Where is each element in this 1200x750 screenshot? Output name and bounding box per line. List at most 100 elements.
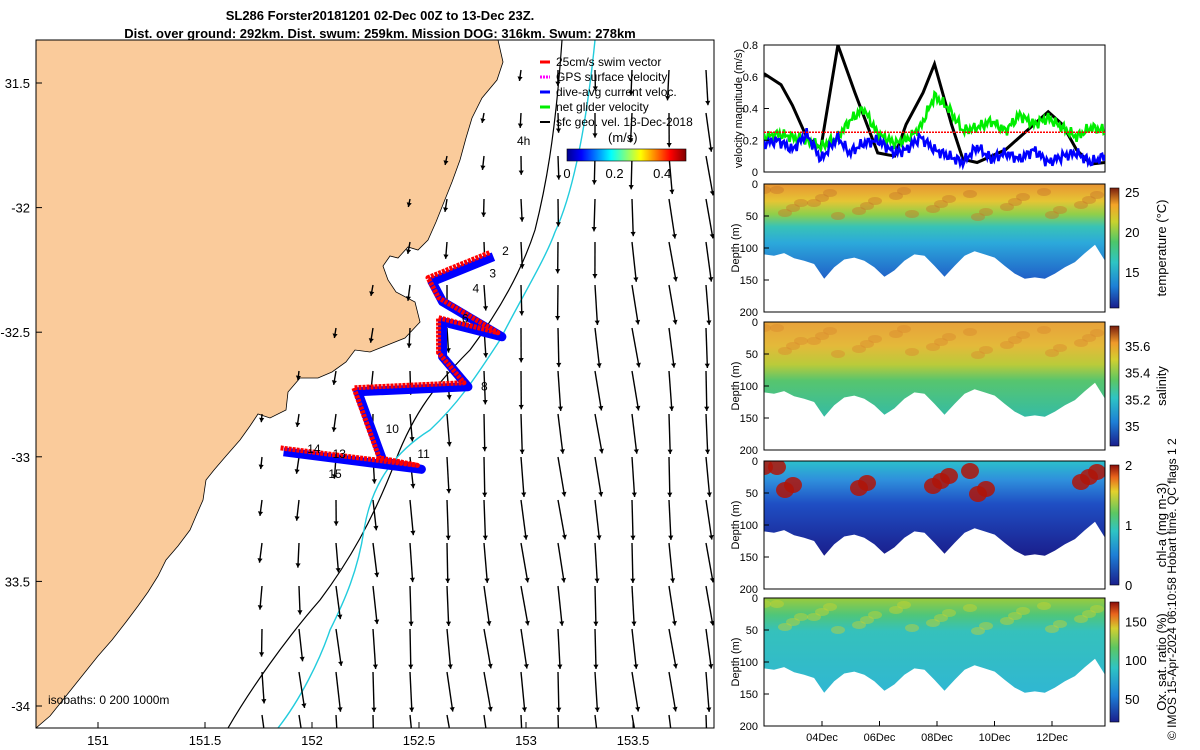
current-vector-head	[706, 492, 712, 497]
current-vector	[705, 413, 709, 454]
current-vector	[520, 628, 528, 669]
section-patch	[852, 207, 866, 215]
section-patch	[971, 351, 985, 359]
current-vector	[520, 413, 523, 455]
current-vector	[335, 542, 340, 573]
isobath-200m	[227, 40, 563, 728]
track-label-10: 10	[386, 422, 400, 436]
current-vector	[705, 69, 709, 106]
vel-ytick-label: 0.4	[743, 104, 758, 116]
current-vector	[594, 585, 597, 627]
current-vector-head	[487, 706, 493, 712]
current-vector-head	[372, 664, 378, 669]
section-cbar-tick: 50	[1125, 692, 1139, 707]
current-vector-head	[672, 319, 678, 325]
current-vector	[705, 284, 710, 325]
current-vector-head	[338, 661, 344, 666]
current-vector-head	[368, 338, 374, 343]
section-patch	[1082, 196, 1096, 204]
current-vector-head	[706, 320, 712, 325]
current-vector-head	[446, 488, 452, 494]
section-patch	[868, 335, 882, 343]
section-patch	[807, 199, 821, 207]
section-patch	[786, 342, 800, 350]
section-patch	[831, 212, 845, 220]
section-fill	[764, 461, 1105, 556]
section-cbar-tick: 20	[1125, 225, 1139, 240]
section-patch	[786, 204, 800, 212]
current-vector-head	[665, 95, 671, 101]
section-patch	[794, 199, 808, 207]
current-vector-head	[598, 491, 604, 497]
section-ytick-label: 100	[740, 243, 758, 255]
current-vector-head	[257, 605, 263, 610]
section-ytick-label: 0	[752, 593, 758, 605]
current-vector-head	[706, 707, 712, 712]
current-vector-head	[555, 128, 562, 133]
section-patch	[868, 197, 882, 205]
current-vector	[372, 628, 377, 669]
current-vector	[668, 155, 673, 195]
current-vector-head	[672, 276, 678, 282]
section-patch	[1016, 331, 1030, 339]
track-label-2: 2	[502, 244, 509, 258]
section-cbar-tick: 150	[1125, 614, 1147, 629]
section-patch	[1074, 615, 1088, 623]
current-vector-head	[635, 362, 641, 368]
section-patch	[860, 202, 874, 210]
current-vector	[668, 327, 675, 368]
current-vector-head	[482, 399, 488, 405]
section-panel-1: 0 50 100 150 200 Depth (m) 15 20 25 temperature (…	[730, 179, 1169, 319]
section-patch	[786, 618, 800, 626]
current-vector	[631, 327, 640, 368]
current-vector	[594, 714, 598, 728]
current-vector-head	[295, 563, 301, 568]
current-vector-head	[561, 491, 567, 497]
current-vector-head	[592, 273, 598, 279]
legend-label: GPS surface velocity	[556, 70, 667, 84]
section-cbar-label: Ox. sat. ratio (%)	[1154, 613, 1169, 711]
section-panel-4: 0 50 100 150 200 Depth (m) 50 100 150 Ox. sat. ra…	[730, 593, 1169, 744]
section-patch	[934, 614, 948, 622]
current-vector-head	[518, 404, 524, 410]
current-vector-head	[628, 184, 634, 190]
current-vector-head	[630, 231, 636, 237]
current-vector	[631, 413, 638, 454]
section-data	[764, 461, 1105, 556]
current-vector	[705, 370, 708, 412]
section-cbar-tick: 100	[1125, 653, 1147, 668]
section-xtick-label: 10Dec	[979, 732, 1011, 744]
current-vector-head	[709, 577, 714, 583]
section-ytick-label: 0	[752, 456, 758, 468]
section-cbar-tick: 1	[1125, 518, 1132, 533]
current-vector	[372, 714, 374, 728]
current-vector	[298, 714, 302, 728]
vel-ytick-label: 0.8	[743, 40, 758, 52]
current-vector	[668, 671, 677, 712]
legend-label: dive-avg current veloc.	[556, 85, 677, 99]
current-vector-head	[259, 652, 265, 657]
section-patch	[926, 619, 940, 627]
section-patch	[860, 340, 874, 348]
current-vector-head	[555, 81, 561, 86]
current-vector-head	[669, 189, 675, 195]
current-vector	[409, 542, 414, 583]
section-patch	[831, 350, 845, 358]
section-patch	[924, 478, 942, 494]
current-vector-head	[635, 706, 641, 712]
map-ytick-label: 31.5	[5, 76, 30, 91]
section-patch	[897, 601, 911, 609]
current-vector	[705, 198, 714, 239]
current-vector-head	[408, 621, 414, 626]
current-vector	[631, 671, 639, 712]
current-vector-head	[523, 535, 529, 540]
current-vector	[335, 585, 342, 620]
current-vector	[409, 585, 412, 627]
current-vector-head	[524, 620, 530, 626]
current-vector-head	[635, 405, 641, 411]
section-ytick-label: 100	[740, 657, 758, 669]
section-patch	[768, 461, 786, 475]
section-patch	[1016, 193, 1030, 201]
current-vector-head	[445, 621, 452, 626]
section-xtick-label: 08Dec	[921, 732, 953, 744]
